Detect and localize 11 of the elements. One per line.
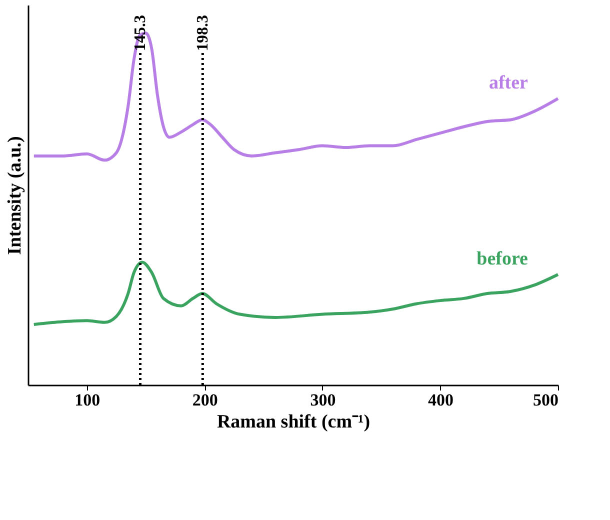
y-axis-title: Intensity (a.u.) — [4, 136, 26, 255]
series-label: before — [476, 248, 528, 270]
x-tick-label: 100 — [74, 390, 100, 410]
ref-line-label: 198.3 — [194, 15, 212, 51]
x-tick-label: 400 — [428, 390, 454, 410]
x-axis-title: Raman shift (cm⁻¹) — [216, 412, 370, 432]
x-tick-label: 500 — [533, 390, 558, 410]
series-label: after — [488, 72, 529, 94]
x-tick-label: 200 — [192, 390, 218, 410]
ref-line-label: 145.3 — [132, 15, 150, 51]
x-tick-label: 300 — [310, 390, 336, 410]
